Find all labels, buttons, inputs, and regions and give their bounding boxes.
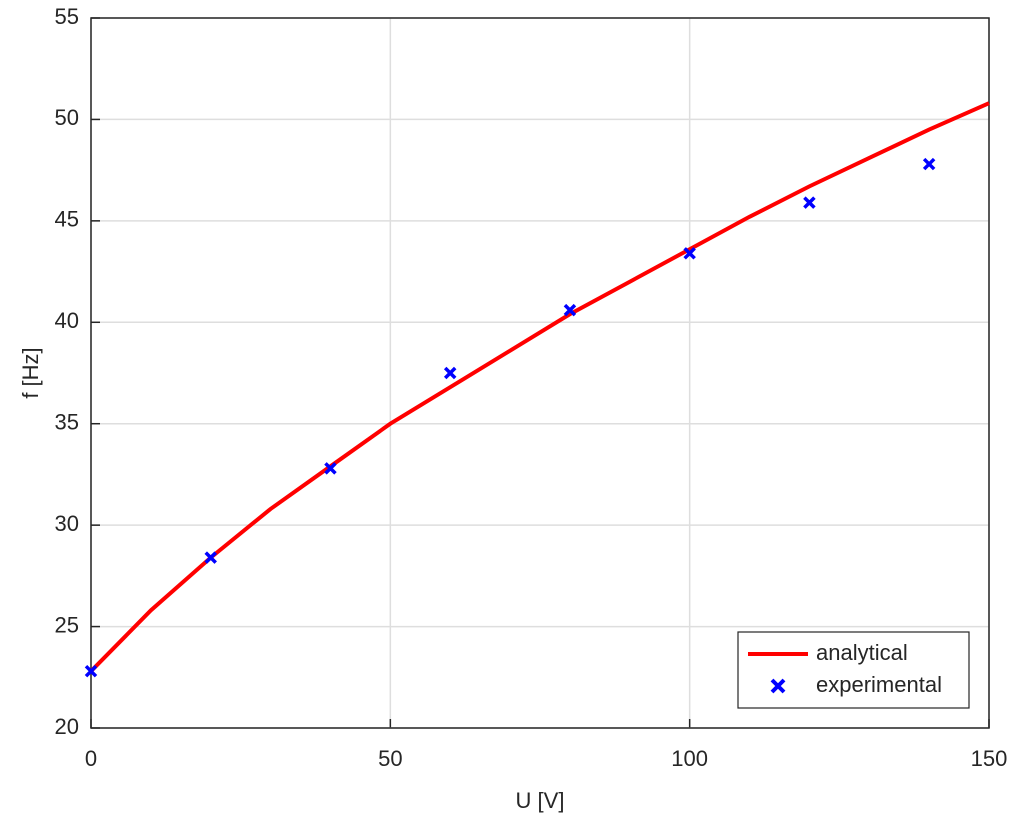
x-tick-label: 0 (85, 746, 97, 771)
y-tick-label: 55 (55, 4, 79, 29)
marker (803, 196, 816, 209)
plot-area (91, 18, 989, 728)
x-tick-label: 100 (671, 746, 708, 771)
y-tick-label: 35 (55, 410, 79, 435)
marker (922, 157, 936, 171)
x-tick-label: 50 (378, 746, 402, 771)
y-tick-label: 25 (55, 612, 79, 637)
axes-frame (90, 17, 990, 729)
legend-label: analytical (816, 640, 908, 665)
legend-box (737, 631, 970, 709)
marker (683, 247, 696, 260)
y-tick-label: 30 (55, 511, 79, 536)
y-axis-label: f [Hz] (18, 347, 43, 398)
legend-label: experimental (816, 672, 942, 697)
y-tick-label: 40 (55, 308, 79, 333)
marker (443, 366, 457, 380)
x-axis-label: U [V] (516, 788, 565, 813)
marker (324, 462, 337, 475)
y-tick-label: 20 (55, 714, 79, 739)
y-tick-label: 45 (55, 207, 79, 232)
marker (563, 303, 577, 317)
legend-swatch (770, 678, 786, 694)
marker (204, 551, 217, 564)
x-tick-label: 150 (971, 746, 1008, 771)
marker (84, 664, 98, 678)
y-tick-label: 50 (55, 105, 79, 130)
line (89, 101, 990, 673)
